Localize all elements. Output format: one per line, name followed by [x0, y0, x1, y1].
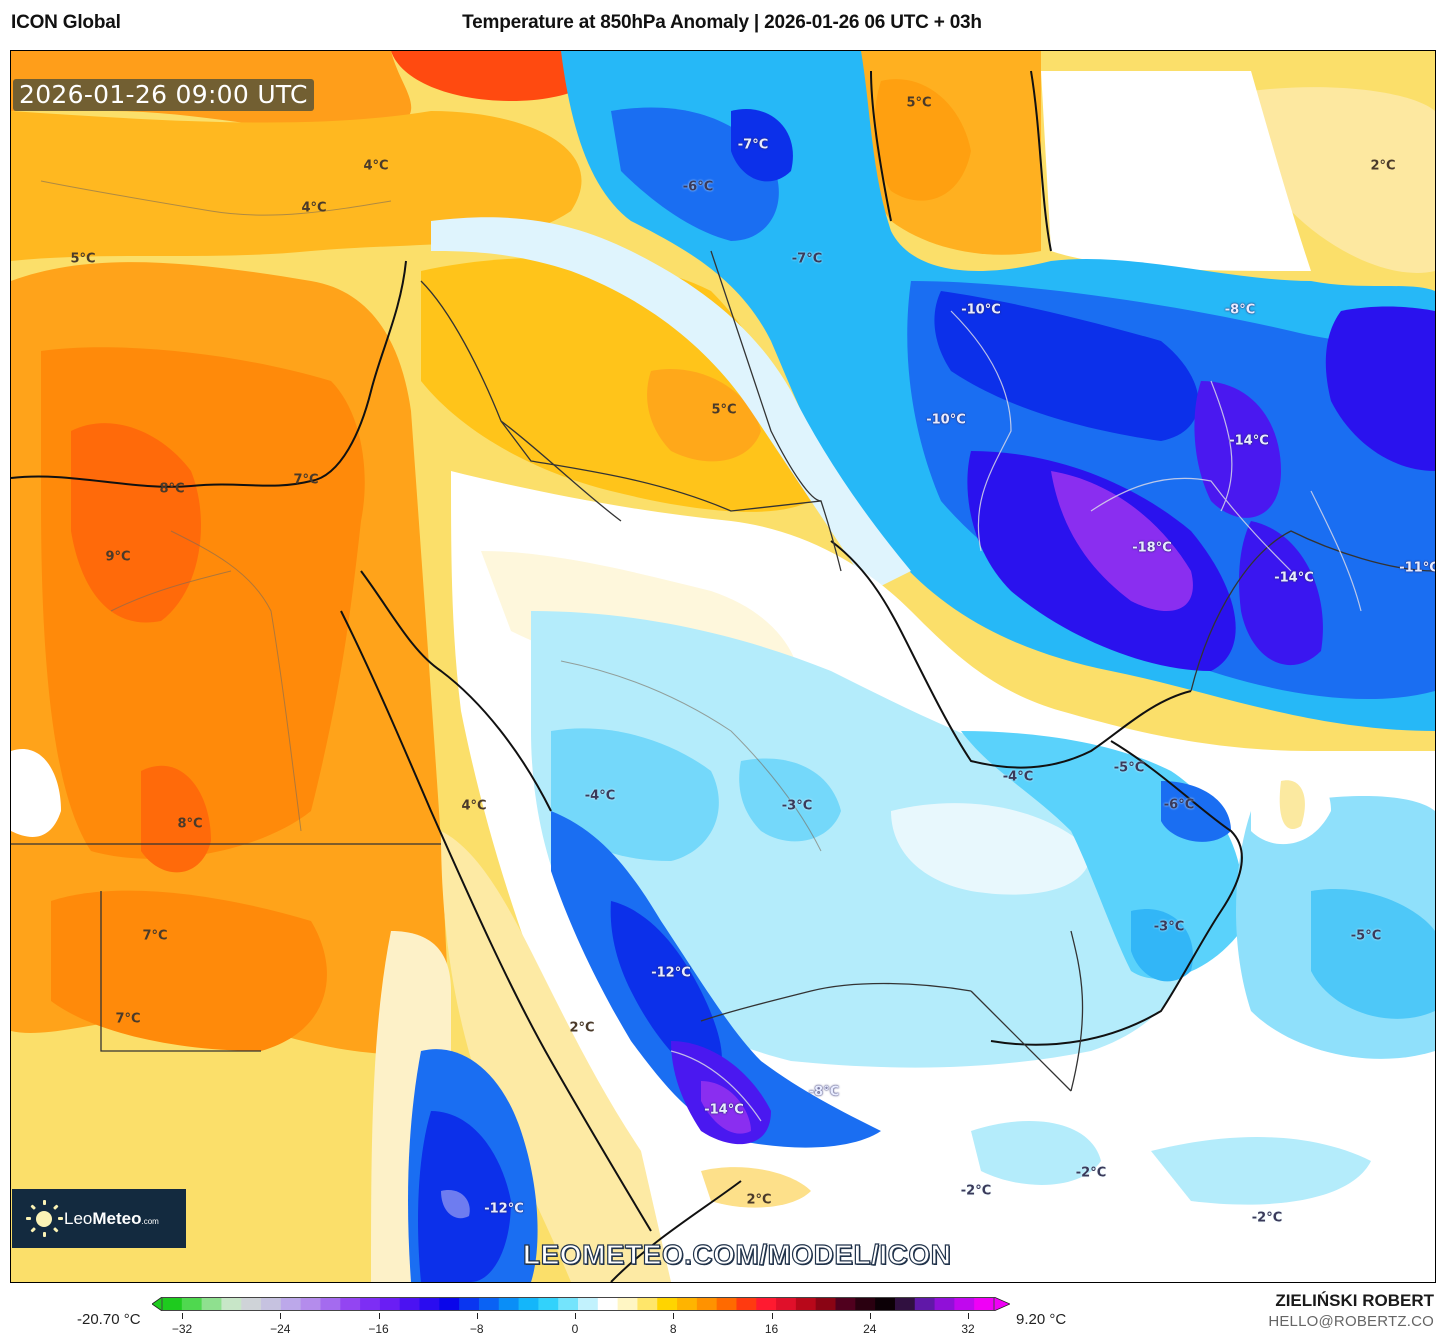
temperature-label: 2°C	[1370, 158, 1396, 174]
temperature-label: 5°C	[711, 402, 737, 418]
temperature-label: 4°C	[363, 158, 389, 174]
temperature-label: 7°C	[142, 928, 168, 944]
colorbar-tick-label: 8	[669, 1322, 677, 1336]
colorbar-tick-label: 0	[571, 1322, 579, 1336]
temperature-label: -6°C	[682, 179, 714, 195]
temperature-label: 7°C	[115, 1011, 141, 1027]
colorbar-tick-label: 32	[961, 1322, 975, 1336]
colorbar-tick	[968, 1313, 969, 1319]
colorbar-legend: -20.70 °C −32 −24 −16 −8 0 8 16 24 32 9.20 °C ZI…	[0, 1283, 1444, 1338]
temperature-label: -6°C	[1163, 797, 1195, 813]
colorbar-tick	[280, 1313, 282, 1319]
colorbar-tick-label: −24	[270, 1322, 291, 1336]
temperature-label: -5°C	[1113, 760, 1145, 776]
temperature-label: -14°C	[704, 1102, 744, 1118]
colorbar-tick	[575, 1313, 576, 1319]
temperature-label: -7°C	[737, 137, 769, 153]
temperature-label: -8°C	[1224, 302, 1256, 318]
colorbar-tick-label: −8	[469, 1322, 484, 1336]
temperature-label: -4°C	[1002, 769, 1034, 785]
temperature-label: -14°C	[1229, 433, 1269, 449]
temperature-label: -12°C	[651, 965, 691, 981]
colorbar-tick-label: −32	[171, 1322, 193, 1336]
temperature-label: 8°C	[159, 481, 185, 497]
temperature-label: -8°C	[808, 1084, 840, 1100]
valid-time-badge: 2026-01-26 09:00 UTC	[13, 79, 314, 111]
temperature-anomaly-field	[11, 51, 1435, 1282]
temperature-label: 8°C	[177, 816, 203, 832]
author-name: ZIELIŃSKI ROBERT	[1275, 1291, 1434, 1310]
logo-text: LeoMeteo.com	[64, 1208, 159, 1228]
temperature-label: 2°C	[569, 1020, 595, 1036]
colorbar-max-value: 9.20 °C	[1016, 1311, 1067, 1328]
colorbar-min-value: -20.70 °C	[77, 1311, 141, 1328]
temperature-label: -7°C	[791, 251, 823, 267]
temperature-label: -2°C	[960, 1183, 992, 1199]
temperature-label: 5°C	[906, 95, 932, 111]
temperature-label: -10°C	[926, 412, 966, 428]
temperature-label: -2°C	[1075, 1165, 1107, 1181]
colorbar-tick	[771, 1313, 773, 1319]
colorbar-tick-label: 16	[764, 1322, 779, 1336]
temperature-label: -10°C	[961, 302, 1001, 318]
colorbar-tick	[673, 1313, 675, 1319]
temperature-label: -11°C	[1399, 560, 1436, 576]
map-panel[interactable]: 2026-01-26 09:00 UTC 4°C 4°C 5°C 5°C 2°C -7°C…	[10, 50, 1436, 1283]
leometeo-logo[interactable]: LeoMeteo.com	[12, 1189, 186, 1248]
source-watermark: LEOMETEO.COM/MODEL/ICON	[522, 1238, 952, 1270]
temperature-label: 4°C	[301, 200, 327, 216]
chart-title: Temperature at 850hPa Anomaly | 2026-01-…	[462, 12, 982, 33]
temperature-label: -14°C	[1274, 570, 1314, 586]
model-name: ICON Global	[11, 12, 121, 33]
temperature-label: -3°C	[781, 798, 813, 814]
temperature-label: -4°C	[584, 788, 616, 804]
temperature-label: -5°C	[1350, 928, 1382, 944]
temperature-label: 4°C	[461, 798, 487, 814]
colorbar-tick	[869, 1313, 871, 1319]
colorbar-tick-label: 24	[863, 1322, 877, 1336]
author-email[interactable]: HELLO@ROBERTZ.CO	[1268, 1313, 1434, 1330]
colorbar-tick	[476, 1313, 478, 1319]
colorbar-tick	[378, 1313, 380, 1319]
colorbar-tick	[182, 1313, 183, 1319]
temperature-label: 2°C	[746, 1192, 772, 1208]
temperature-label: -12°C	[484, 1201, 524, 1217]
temperature-label: -3°C	[1153, 919, 1185, 935]
colorbar-gradient	[152, 1297, 1010, 1311]
colorbar-tick-label: −16	[368, 1322, 389, 1336]
temperature-label: 7°C	[293, 472, 319, 488]
temperature-label: 9°C	[105, 549, 131, 565]
temperature-label: 5°C	[70, 251, 96, 267]
temperature-label: -2°C	[1251, 1210, 1283, 1226]
sun-icon	[25, 1200, 63, 1237]
temperature-label: -18°C	[1132, 540, 1172, 556]
